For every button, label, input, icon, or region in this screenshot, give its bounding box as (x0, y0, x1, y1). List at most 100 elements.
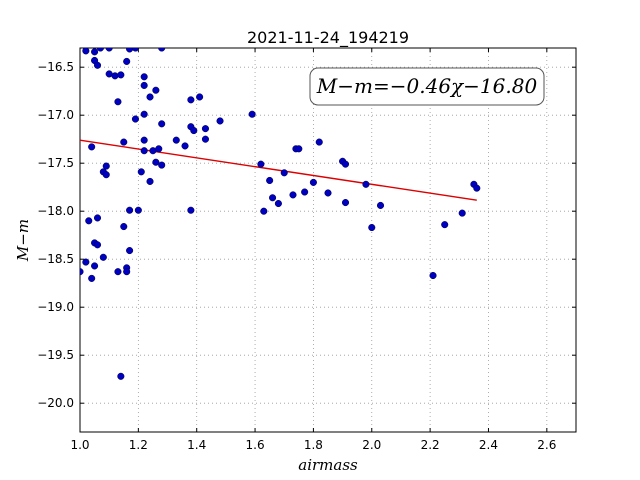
data-point (120, 223, 128, 231)
fit-equation-text: M−m=−0.46χ−16.80 (316, 74, 538, 98)
y-axis-label: M−m (14, 219, 32, 262)
data-point (123, 57, 131, 65)
x-tick-label: 1.8 (304, 438, 323, 452)
data-point (88, 143, 96, 151)
data-point (280, 169, 288, 177)
fit-equation-frame (309, 67, 545, 106)
data-point (172, 136, 180, 144)
data-point (105, 48, 113, 52)
y-tick-label: −17.5 (37, 156, 74, 170)
data-point (91, 262, 99, 270)
x-tick-label: 1.2 (129, 438, 148, 452)
y-tick-label: −16.5 (37, 60, 74, 74)
data-point (131, 115, 139, 123)
x-tick-label: 2.4 (479, 438, 498, 452)
data-point (93, 241, 102, 249)
data-point (158, 161, 166, 169)
data-point (190, 127, 198, 135)
data-point (155, 145, 163, 153)
x-tick-label: 2.6 (537, 438, 556, 452)
data-point (187, 206, 195, 214)
data-point (102, 171, 110, 179)
data-point (216, 117, 224, 125)
data-point (102, 162, 110, 170)
data-point (131, 48, 139, 52)
y-tick-label: −17.0 (37, 108, 74, 122)
data-point (181, 142, 189, 150)
y-tick-label: −20.0 (37, 396, 74, 410)
data-point (126, 247, 134, 255)
x-tick-label: 2.0 (362, 438, 381, 452)
x-tick-label: 2.2 (421, 438, 440, 452)
data-point (158, 120, 166, 128)
data-point (123, 268, 131, 276)
data-point (458, 209, 466, 217)
data-point (368, 223, 376, 232)
data-points (80, 48, 481, 380)
data-point (201, 125, 210, 133)
data-point (80, 268, 84, 276)
x-tick-label: 1.6 (246, 438, 265, 452)
data-point (341, 160, 350, 168)
data-point (91, 48, 99, 56)
data-point (88, 274, 96, 282)
data-point (201, 135, 210, 143)
data-point (146, 177, 154, 185)
y-tick-label: −18.5 (37, 252, 74, 266)
chart-title: 2021-11-24_194219 (247, 28, 409, 48)
data-point (324, 189, 332, 197)
fit-equation-box: M−m=−0.46χ−16.80 (309, 67, 545, 106)
data-point (117, 372, 125, 380)
data-point (140, 73, 148, 81)
data-point (140, 81, 148, 89)
x-tick-label: 1.4 (187, 438, 206, 452)
data-point (187, 96, 195, 104)
data-point (140, 136, 148, 144)
y-tick-label: −18.0 (37, 204, 74, 218)
data-point (260, 207, 268, 215)
x-tick-label: 1.0 (70, 438, 89, 452)
y-tick-label: −19.0 (37, 300, 74, 314)
data-point (152, 158, 160, 166)
data-point (96, 48, 104, 52)
y-tick-labels: −16.5 −17.0 −17.5 −18.0 −18.5 −19.0 −19.5 −20.0 (37, 60, 74, 410)
data-point (146, 93, 154, 101)
y-tick-label: −19.5 (37, 348, 74, 362)
x-tick-labels: 1.0 1.2 1.4 1.6 1.8 2.0 2.2 2.4 2.6 (70, 438, 556, 452)
data-point (376, 201, 385, 209)
data-point (289, 191, 297, 199)
data-point (134, 206, 142, 214)
data-point (114, 98, 122, 106)
plot-area-frame (79, 47, 577, 433)
data-point (120, 138, 128, 146)
data-point (248, 110, 256, 118)
data-point (266, 176, 274, 185)
data-point (117, 71, 125, 79)
data-point (196, 93, 204, 101)
data-point (82, 48, 90, 55)
axis-ticks (79, 48, 576, 432)
data-point (257, 160, 265, 168)
data-point (93, 61, 102, 69)
data-point (99, 253, 107, 261)
data-point (111, 72, 119, 80)
data-point (295, 145, 303, 153)
data-point (152, 86, 160, 94)
data-point (158, 48, 166, 52)
data-point (140, 147, 148, 155)
data-point (309, 178, 317, 186)
data-point (114, 268, 122, 276)
x-axis-label: airmass (298, 456, 358, 474)
data-point (126, 206, 134, 214)
data-point (269, 194, 277, 202)
data-point (301, 188, 309, 196)
data-point (315, 138, 323, 146)
data-point (473, 184, 481, 192)
data-point (274, 199, 282, 208)
data-point (82, 258, 90, 266)
data-point (441, 221, 449, 229)
data-point (93, 214, 102, 222)
data-point (137, 168, 145, 176)
data-point (429, 271, 437, 280)
